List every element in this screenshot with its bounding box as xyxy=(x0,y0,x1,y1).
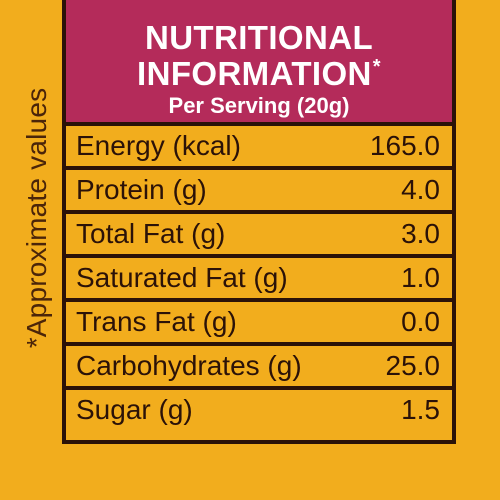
row-value-protein: 4.0 xyxy=(401,174,440,205)
table-row: Carbohydrates (g) 25.0 xyxy=(66,346,452,390)
row-label-protein: Protein (g) xyxy=(76,174,207,205)
row-value-energy: 165.0 xyxy=(369,130,440,161)
nutrition-panel: NUTRITIONAL INFORMATION* Per Serving (20… xyxy=(62,0,456,444)
row-label-saturated-fat: Saturated Fat (g) xyxy=(76,262,288,293)
table-row: Saturated Fat (g) 1.0 xyxy=(66,258,452,302)
row-label-trans-fat: Trans Fat (g) xyxy=(76,306,237,337)
nutrition-header: NUTRITIONAL INFORMATION* Per Serving (20… xyxy=(66,0,452,126)
row-label-energy: Energy (kcal) xyxy=(76,130,241,161)
table-row: Protein (g) 4.0 xyxy=(66,170,452,214)
table-row: Trans Fat (g) 0.0 xyxy=(66,302,452,346)
table-row: Sugar (g) 1.5 xyxy=(66,390,452,430)
row-value-trans-fat: 0.0 xyxy=(401,306,440,337)
serving-size-subtitle: Per Serving (20g) xyxy=(168,93,350,118)
row-label-carbohydrates: Carbohydrates (g) xyxy=(76,350,302,381)
row-value-carbohydrates: 25.0 xyxy=(385,350,441,381)
nutrition-title-line-1: NUTRITIONAL xyxy=(144,19,374,56)
table-row: Total Fat (g) 3.0 xyxy=(66,214,452,258)
table-row: Energy (kcal) 165.0 xyxy=(66,126,452,170)
nutrition-title-line-2-wrap: INFORMATION* xyxy=(66,56,452,92)
row-value-total-fat: 3.0 xyxy=(401,218,440,249)
row-label-sugar: Sugar (g) xyxy=(76,394,193,425)
row-value-sugar: 1.5 xyxy=(401,394,440,425)
title-asterisk: * xyxy=(372,56,381,78)
row-label-total-fat: Total Fat (g) xyxy=(76,218,226,249)
nutrition-title-line-2: INFORMATION xyxy=(137,55,372,92)
row-value-saturated-fat: 1.0 xyxy=(401,262,440,293)
approximate-values-note: *Approximate values xyxy=(21,87,52,349)
nutrition-rows: Energy (kcal) 165.0 Protein (g) 4.0 Tota… xyxy=(66,126,452,430)
